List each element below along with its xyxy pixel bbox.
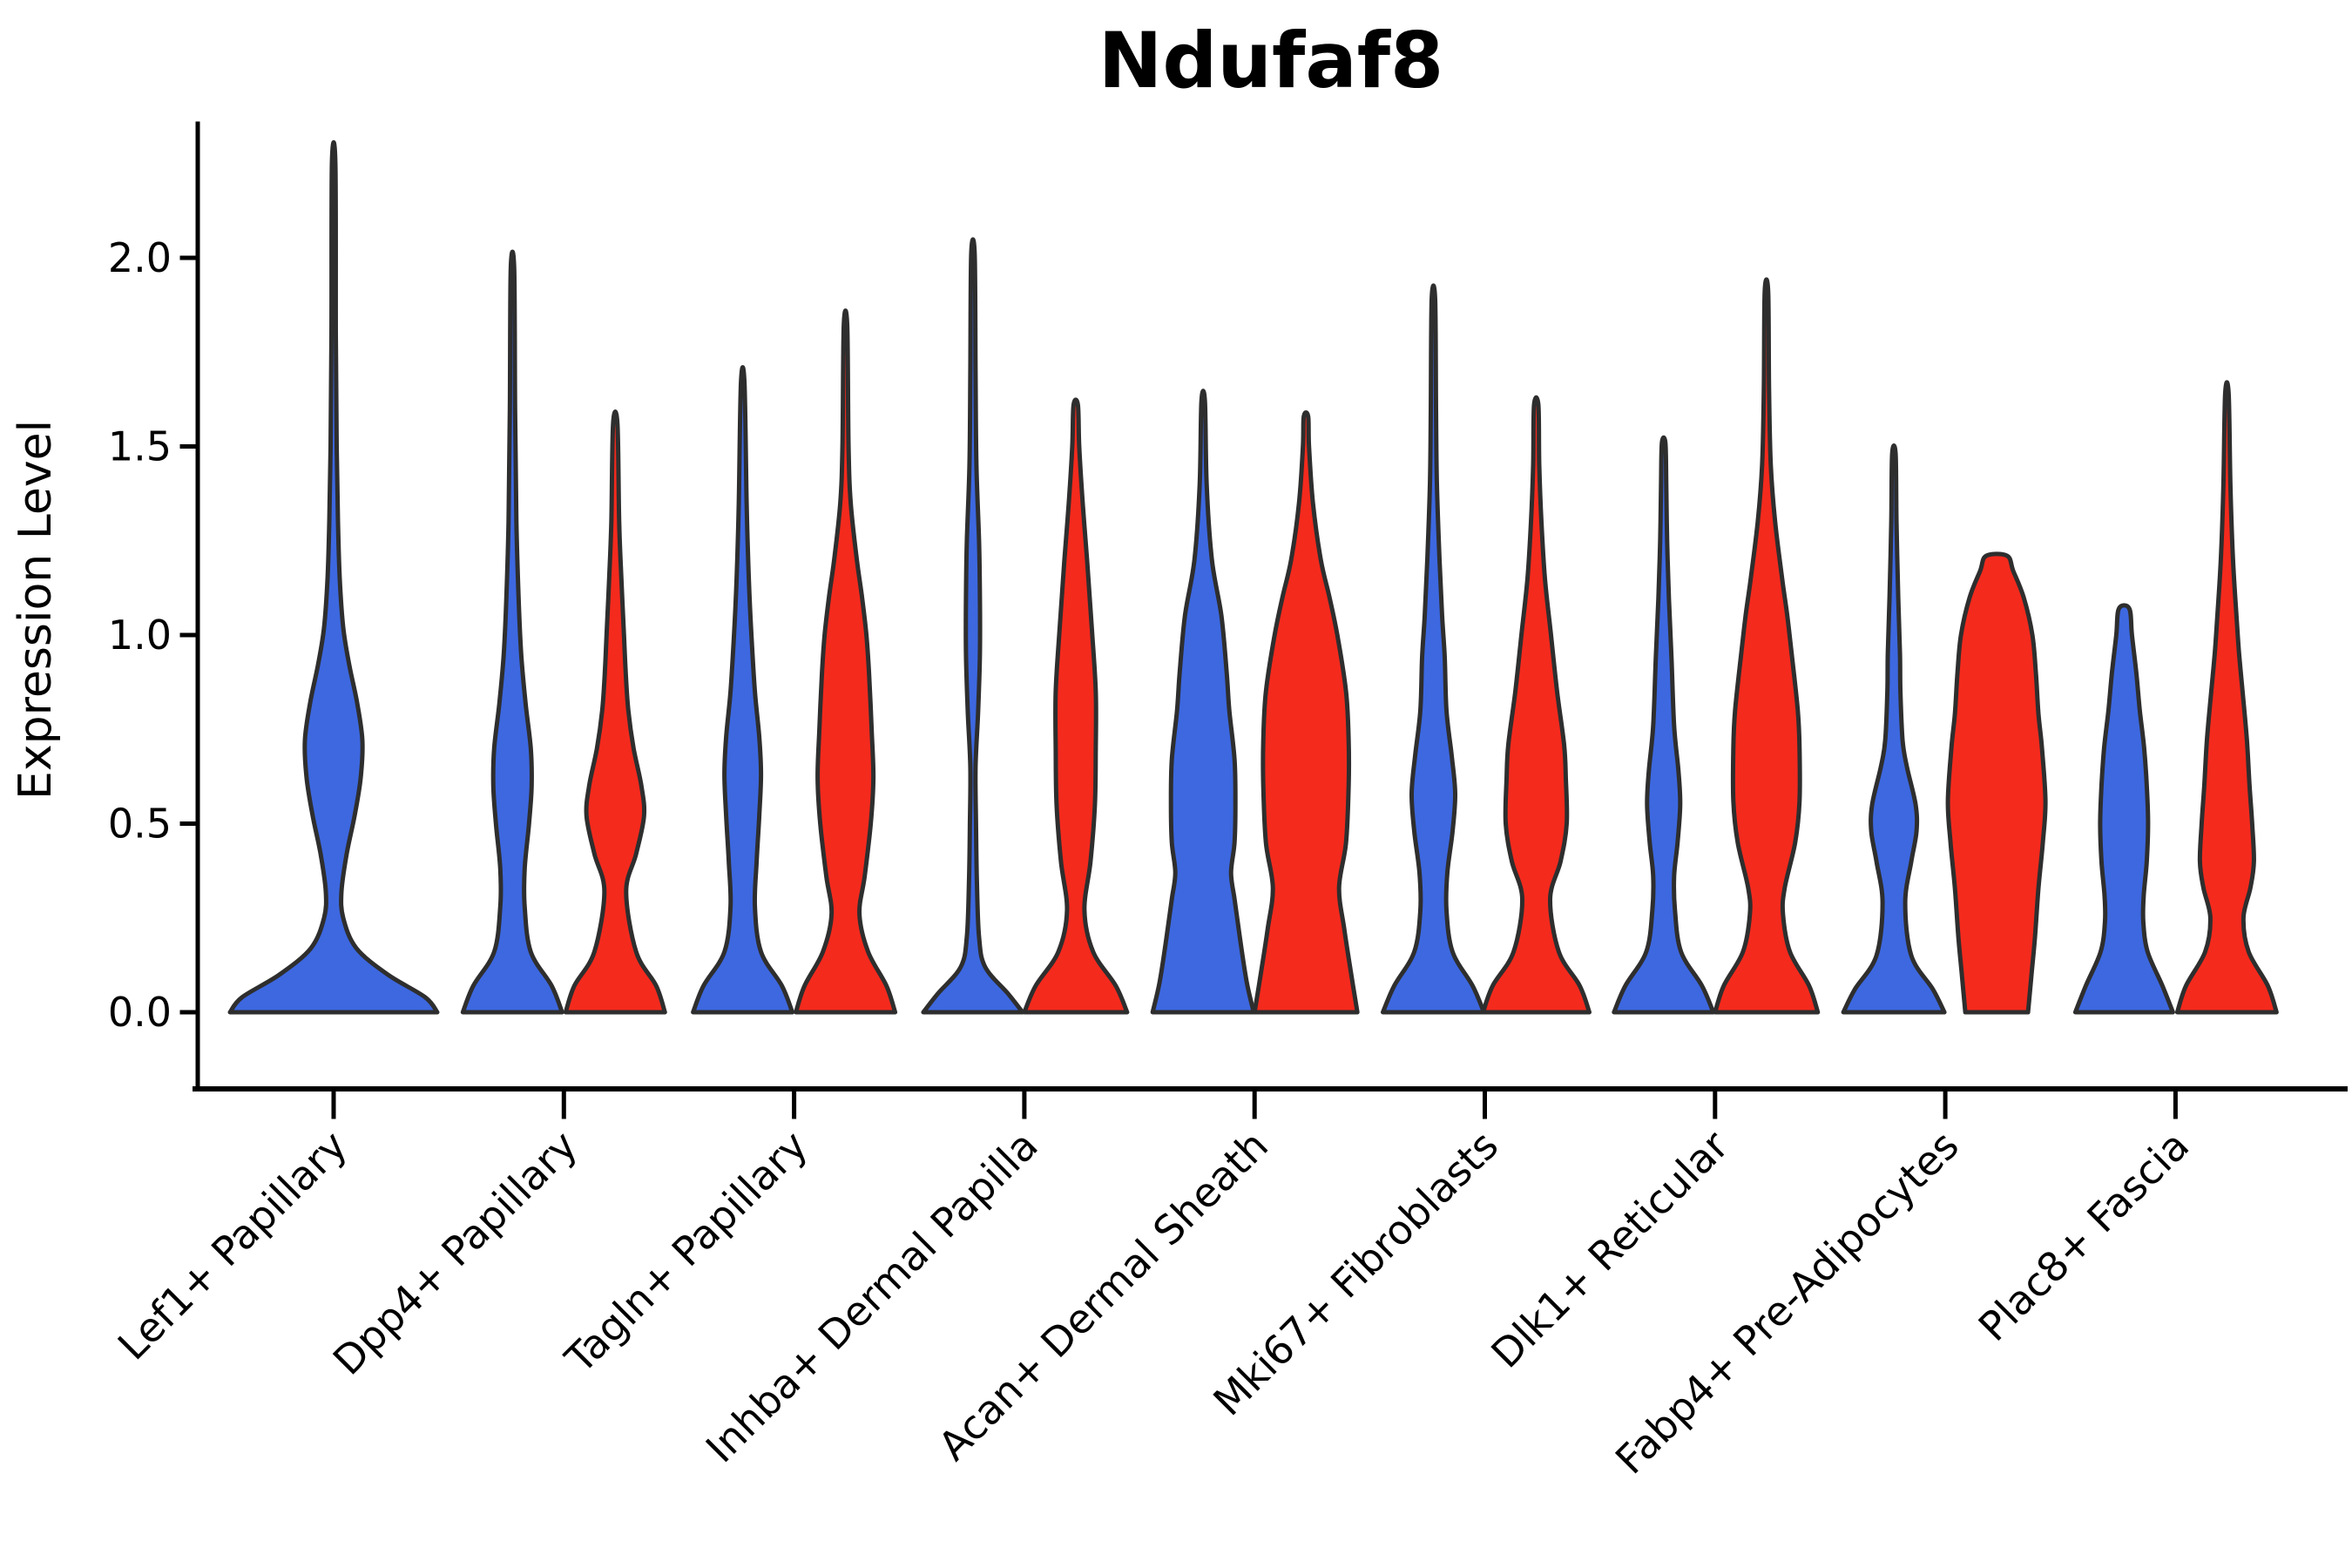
violin-tagln-papillary-blue	[691, 365, 795, 1015]
x-tick-label-tagln-papillary: Tagln+ Papillary	[556, 1122, 817, 1383]
y-tick-label: 0.0	[108, 989, 172, 1036]
x-tick-label-lef1-papillary: Lef1+ Papillary	[109, 1122, 356, 1369]
violin-fabp4-pre-adipocytes-blue	[1841, 443, 1947, 1015]
chart-title: Ndufaf8	[1098, 16, 1443, 105]
violin-tagln-papillary-red	[794, 308, 898, 1015]
violin-plac8-fascia-red	[2174, 380, 2279, 1015]
violins-layer	[227, 140, 2279, 1015]
y-tick-label: 2.0	[108, 234, 172, 281]
violin-dlk1-reticular-blue	[1612, 435, 1716, 1015]
violin-mki67-fibroblasts-red	[1481, 395, 1592, 1015]
y-tick-label: 0.5	[108, 801, 172, 848]
violin-dpp4-papillary-blue	[460, 249, 564, 1015]
x-tick-label-dlk1-reticular: Dlk1+ Reticular	[1482, 1122, 1737, 1377]
violin-acan-dermal-sheath-blue	[1150, 389, 1256, 1015]
violin-acan-dermal-sheath-red	[1252, 410, 1360, 1015]
violin-inhba-dermal-papilla-red	[1022, 397, 1130, 1015]
y-tick-label: 1.5	[108, 423, 172, 470]
x-tick-label-dpp4-papillary: Dpp4+ Papillary	[324, 1122, 586, 1384]
y-axis-label: Expression Level	[10, 420, 62, 800]
violin-inhba-dermal-papilla-blue	[921, 237, 1025, 1015]
violin-dpp4-papillary-red	[563, 409, 667, 1015]
x-tick-label-plac8-fascia: Plac8+ Fascia	[1970, 1122, 2198, 1350]
violin-mki67-fibroblasts-blue	[1381, 283, 1486, 1015]
violin-dlk1-reticular-red	[1713, 277, 1821, 1015]
violin-lef1-papillary-blue	[227, 140, 440, 1015]
violin-fabp4-pre-adipocytes-red	[1945, 551, 2048, 1015]
y-tick-label: 1.0	[108, 612, 172, 659]
violin-plac8-fascia-blue	[2072, 603, 2175, 1015]
